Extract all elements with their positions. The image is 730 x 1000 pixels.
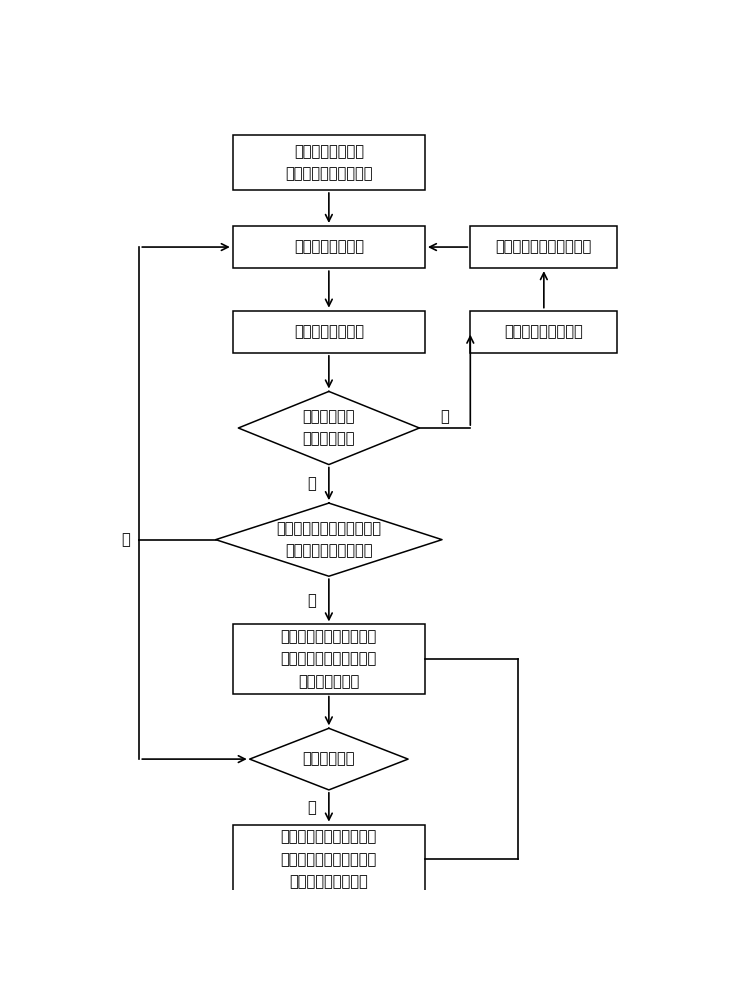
Text: 获取系统基本信息
输入日负荷和电价信息: 获取系统基本信息 输入日负荷和电价信息 — [285, 144, 372, 181]
Bar — [233, 226, 425, 268]
Text: 更新用户需求信息: 更新用户需求信息 — [294, 240, 364, 255]
Text: 是: 是 — [307, 593, 316, 608]
Text: 初步判断能否
满足用户需求: 初步判断能否 满足用户需求 — [303, 409, 355, 447]
Text: 在新的时间段内按照充电
方案维持系统运行，并更
新电动汽车充电状态: 在新的时间段内按照充电 方案维持系统运行，并更 新电动汽车充电状态 — [281, 830, 377, 889]
Bar — [470, 226, 618, 268]
Text: 否: 否 — [121, 532, 129, 547]
Bar — [233, 135, 425, 190]
Text: 是: 是 — [307, 800, 316, 815]
Text: 更新实时负荷信息: 更新实时负荷信息 — [294, 324, 364, 339]
Polygon shape — [216, 503, 442, 576]
Text: 否: 否 — [440, 409, 449, 424]
Bar — [233, 311, 425, 353]
Text: 用户充电信息是否发生变化
负荷信息是否发生改变: 用户充电信息是否发生变化 负荷信息是否发生改变 — [277, 521, 381, 558]
Text: 用户修改充电需求和信息: 用户修改充电需求和信息 — [496, 240, 592, 255]
Bar — [233, 825, 425, 894]
Text: 新的时间节点: 新的时间节点 — [303, 752, 355, 767]
Bar — [233, 624, 425, 694]
Text: 统计所有的充电需求并根
据实时的负荷制定削峰填
谷有序充电方案: 统计所有的充电需求并根 据实时的负荷制定削峰填 谷有序充电方案 — [281, 629, 377, 689]
Text: 是: 是 — [307, 476, 316, 491]
Bar — [470, 311, 618, 353]
Text: 向用户反馈充电信息: 向用户反馈充电信息 — [504, 324, 583, 339]
Polygon shape — [238, 391, 419, 465]
Polygon shape — [250, 728, 408, 790]
